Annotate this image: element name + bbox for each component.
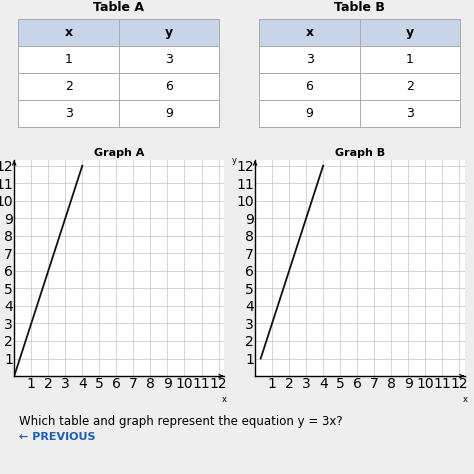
Text: ← PREVIOUS: ← PREVIOUS <box>18 432 95 442</box>
Title: Graph B: Graph B <box>335 148 385 158</box>
Text: x: x <box>222 395 227 404</box>
Text: Table B: Table B <box>334 0 385 14</box>
Text: x: x <box>463 395 468 404</box>
Text: Table A: Table A <box>93 0 145 14</box>
Title: Graph A: Graph A <box>94 148 144 158</box>
Text: Which table and graph represent the equation y = 3x?: Which table and graph represent the equa… <box>18 415 342 428</box>
Text: y: y <box>232 156 237 165</box>
